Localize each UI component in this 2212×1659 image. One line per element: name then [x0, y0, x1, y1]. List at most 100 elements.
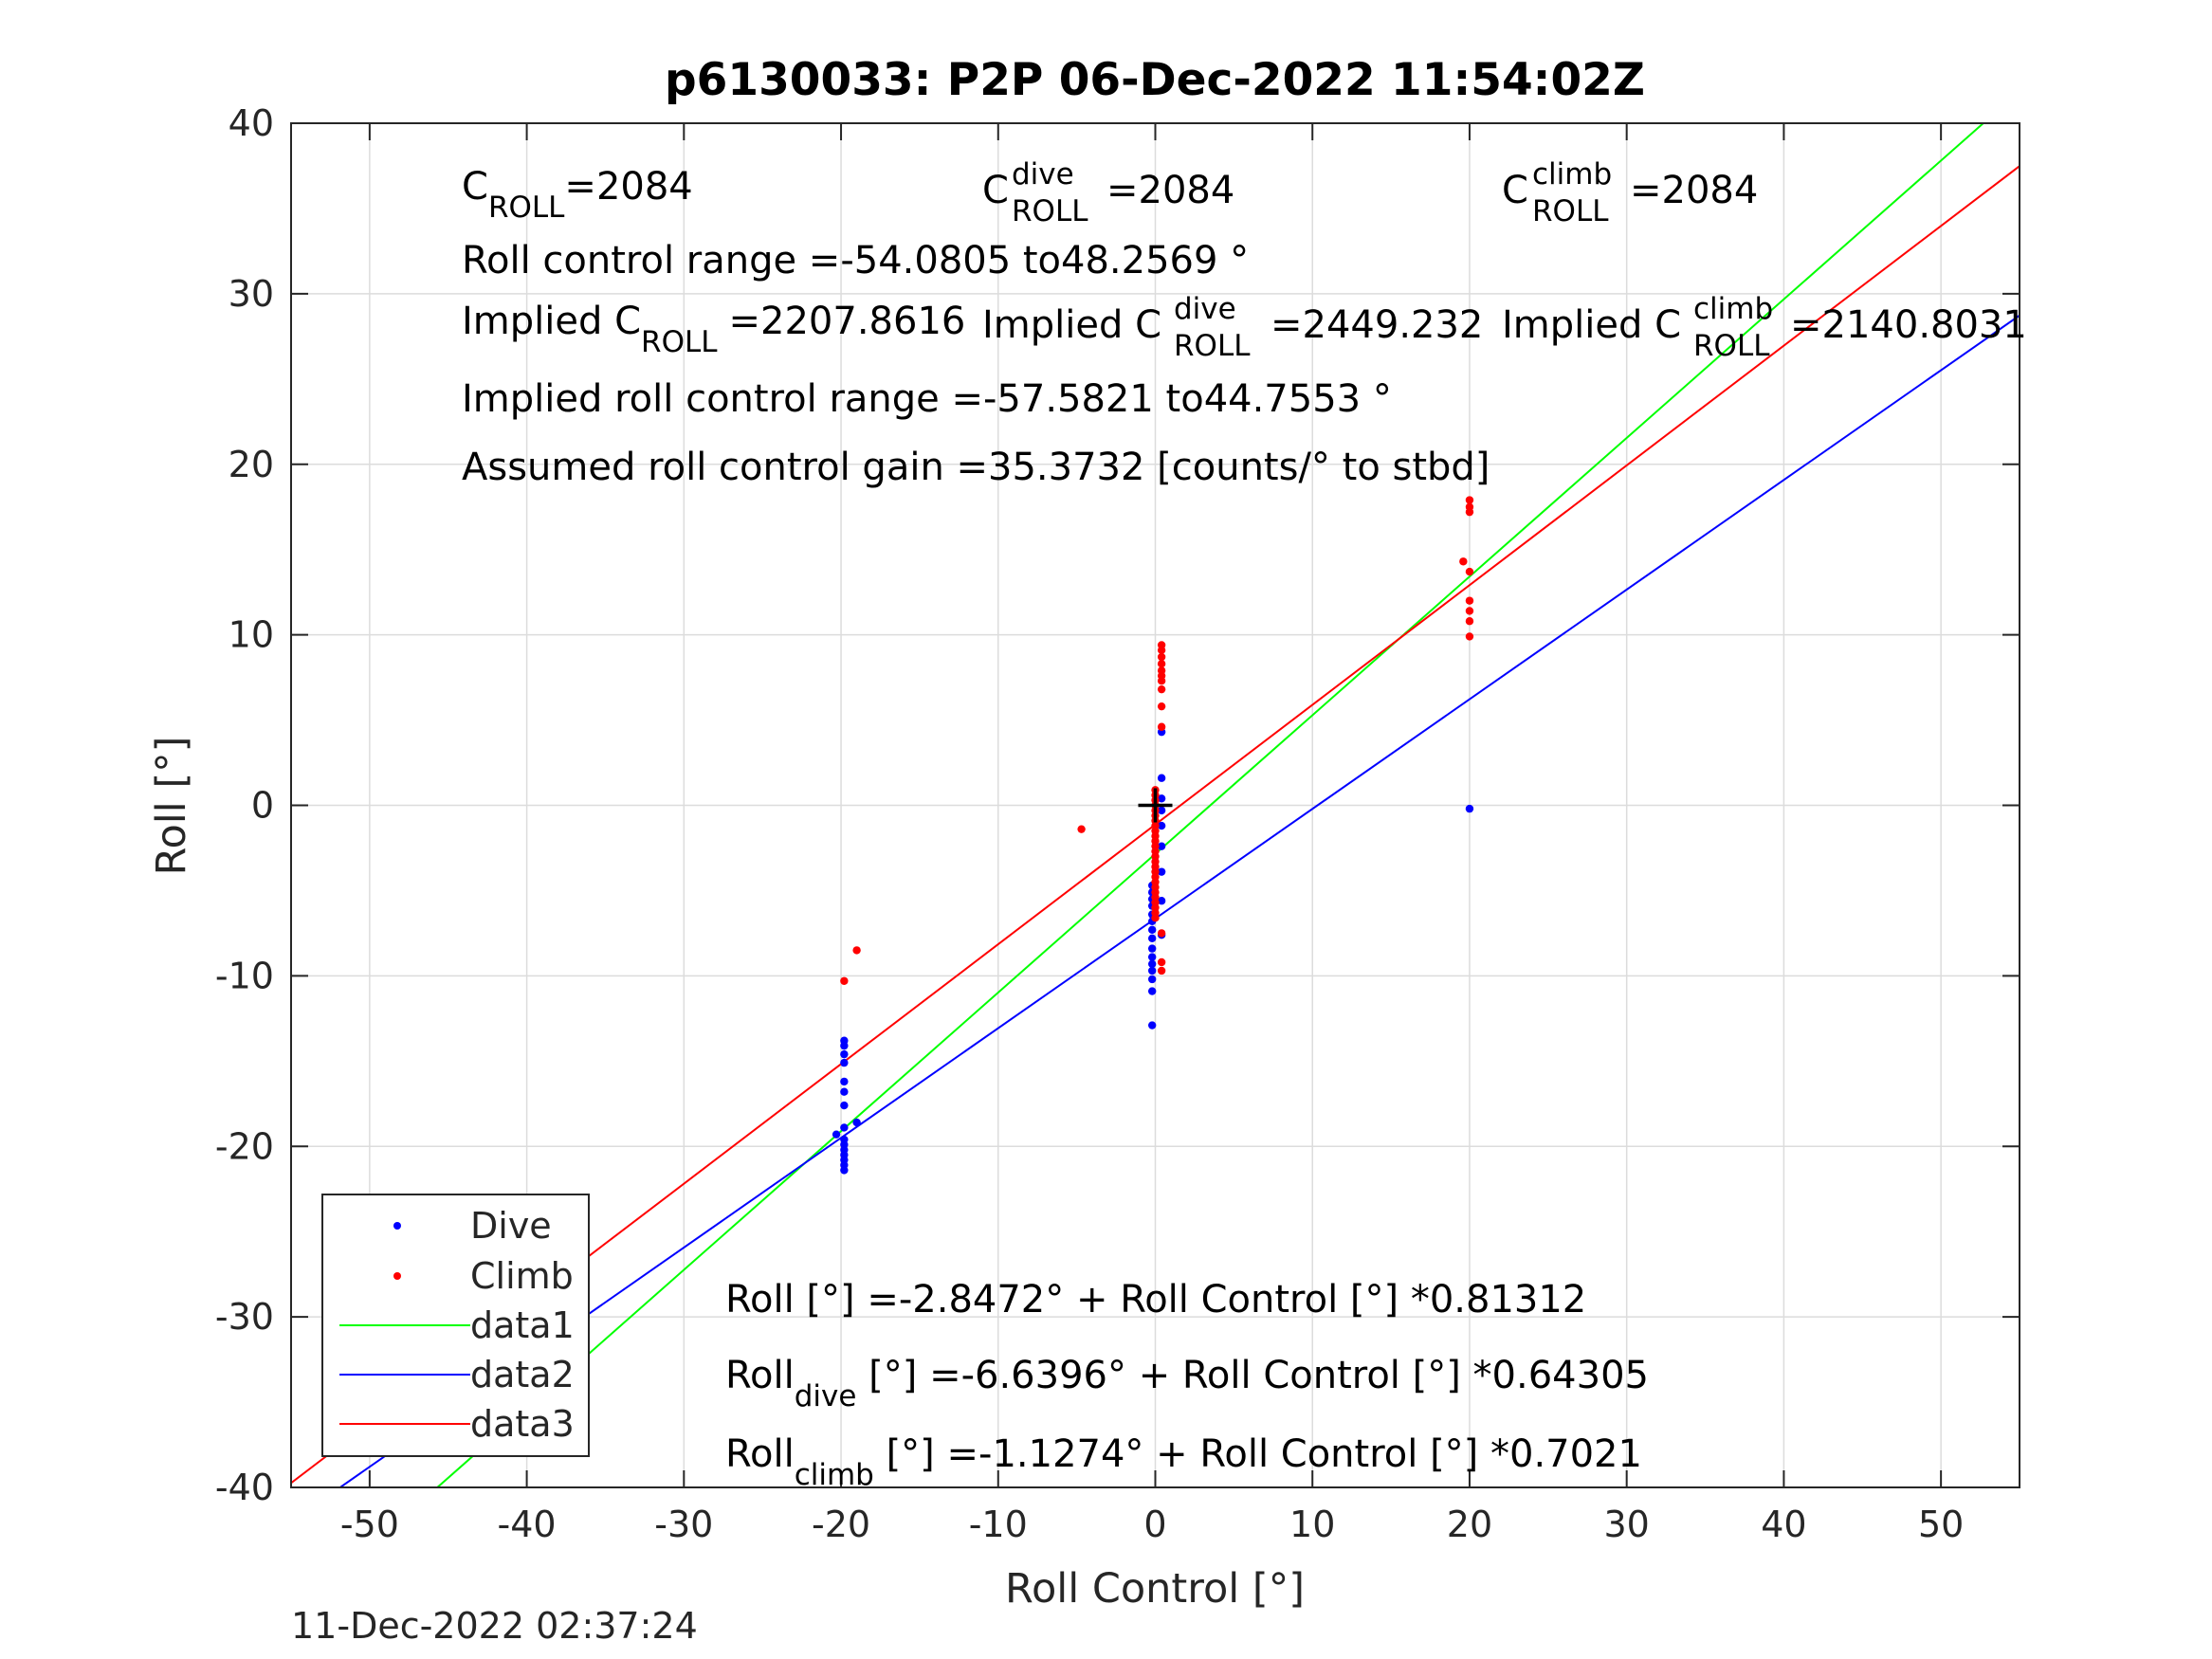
dive-point — [840, 1166, 849, 1175]
y-tick-label: -30 — [215, 1296, 274, 1338]
implied-c-roll-dive-main: Implied C — [982, 303, 1161, 347]
legend-data3-label: data3 — [470, 1403, 575, 1445]
fit-dive-main: Roll — [725, 1354, 795, 1397]
y-tick-label: 40 — [229, 102, 274, 144]
y-tick-label: 30 — [229, 273, 274, 315]
implied-c-roll-climb-sup: climb — [1693, 292, 1773, 326]
timestamp: 11-Dec-2022 02:37:24 — [291, 1605, 698, 1647]
legend-climb-label: Climb — [470, 1255, 574, 1297]
y-tick-label: 0 — [251, 785, 274, 827]
x-tick-label: -20 — [812, 1504, 870, 1545]
dive-point — [1157, 842, 1166, 850]
c-roll-dive-sub: ROLL — [1012, 194, 1088, 228]
y-tick-label: 20 — [229, 444, 274, 485]
chart-title: p6130033: P2P 06-Dec-2022 11:54:02Z — [665, 54, 1645, 106]
implied-c-roll-climb-value: =2140.8031 — [1790, 303, 2027, 347]
tick-marks — [291, 122, 2020, 1488]
climb-point — [1077, 825, 1086, 833]
legend-dive-label: Dive — [470, 1205, 552, 1247]
fit-dive-sub: dive — [795, 1379, 857, 1413]
dive-point — [1157, 806, 1166, 815]
c-roll-climb-value: =2084 — [1630, 169, 1758, 212]
dive-point — [852, 1118, 861, 1127]
climb-point — [840, 976, 849, 985]
climb-point — [1459, 557, 1468, 566]
dive-point — [1147, 953, 1157, 961]
c-roll-dive-main: C — [982, 169, 1009, 212]
implied-c-roll-sub: ROLL — [641, 325, 718, 359]
dive-point — [840, 1101, 849, 1110]
dive-point — [840, 1041, 849, 1050]
dive-point — [840, 1058, 849, 1067]
dive-point — [1157, 897, 1166, 905]
dive-point — [1147, 959, 1157, 968]
climb-point — [1465, 496, 1474, 504]
legend-dive-marker — [393, 1222, 401, 1230]
y-tick-label: -40 — [215, 1467, 274, 1508]
fit-climb-main: Roll — [725, 1432, 795, 1476]
fit-climb-sub: climb — [795, 1458, 874, 1492]
c-roll-climb-sub: ROLL — [1532, 194, 1609, 228]
climb-point — [852, 946, 861, 955]
implied-c-roll-dive-value: =2449.232 — [1271, 303, 1483, 347]
implied-roll-range: Implied roll control range =-57.5821 to4… — [462, 377, 1392, 421]
dive-point — [832, 1130, 841, 1139]
c-roll-sub: ROLL — [488, 191, 565, 225]
annotations: CROLL=2084 C dive ROLL =2084 C climb ROL… — [462, 157, 2027, 1492]
climb-point — [1465, 607, 1474, 615]
climb-point — [1465, 567, 1474, 576]
dive-point — [1147, 966, 1157, 975]
dive-point — [840, 1049, 849, 1059]
x-tick-label: 20 — [1447, 1504, 1492, 1545]
dive-point — [1147, 925, 1157, 935]
x-axis-label: Roll Control [°] — [1005, 1565, 1305, 1613]
y-tick-label: -20 — [215, 1125, 274, 1167]
x-tick-label: -10 — [969, 1504, 1028, 1545]
climb-point — [1157, 966, 1166, 975]
dive-point — [1157, 774, 1166, 782]
fit-climb-equation: Rollclimb [°] =-1.1274° + Roll Control [… — [725, 1432, 1642, 1492]
legend-data2-label: data2 — [470, 1354, 575, 1395]
x-tick-label: -40 — [498, 1504, 557, 1545]
climb-point — [1157, 702, 1166, 711]
x-tick-label: -50 — [340, 1504, 399, 1545]
climb-point — [1157, 676, 1166, 685]
y-tick-labels: -40 -30 -20 -10 0 10 20 30 40 — [215, 102, 274, 1508]
x-tick-label: 10 — [1289, 1504, 1335, 1545]
roll-control-range: Roll control range =-54.0805 to48.2569 ° — [462, 239, 1249, 283]
x-tick-label: 30 — [1604, 1504, 1650, 1545]
climb-point — [1465, 632, 1474, 641]
c-roll-annotation: CROLL=2084 — [462, 165, 693, 225]
c-roll-value: =2084 — [564, 165, 692, 209]
legend-climb-marker — [393, 1272, 401, 1280]
c-roll-dive-value: =2084 — [1106, 169, 1234, 212]
dive-point — [840, 1077, 849, 1086]
x-tick-label: 0 — [1143, 1504, 1166, 1545]
implied-c-roll-dive-sub: ROLL — [1174, 329, 1251, 363]
dive-point — [1147, 987, 1157, 995]
climb-point — [1157, 957, 1166, 967]
x-tick-label: 50 — [1918, 1504, 1964, 1545]
climb-point — [1465, 617, 1474, 626]
y-tick-label: 10 — [229, 614, 274, 656]
fit-dive-equation: Rolldive [°] =-6.6396° + Roll Control [°… — [725, 1354, 1649, 1413]
legend: Dive Climb data1 data2 data3 — [321, 1194, 590, 1457]
fit-all-equation: Roll [°] =-2.8472° + Roll Control [°] *0… — [725, 1278, 1586, 1322]
dive-point — [1147, 1021, 1157, 1030]
dive-point — [1465, 804, 1474, 813]
climb-point — [1157, 660, 1166, 668]
legend-data1-label: data1 — [470, 1304, 575, 1346]
dive-point — [1147, 975, 1157, 984]
y-tick-label: -10 — [215, 955, 274, 996]
c-roll-climb-sup: climb — [1532, 157, 1612, 191]
x-tick-label: -30 — [654, 1504, 713, 1545]
fit-climb-rest: [°] =-1.1274° + Roll Control [°] *0.7021 — [874, 1432, 1642, 1476]
implied-c-roll-climb-main: Implied C — [1502, 303, 1681, 347]
implied-c-roll-dive-sup: dive — [1174, 292, 1236, 326]
dive-point — [1157, 821, 1166, 830]
assumed-roll-gain: Assumed roll control gain =35.3732 [coun… — [462, 446, 1490, 489]
climb-point — [1151, 914, 1160, 922]
climb-point — [1157, 684, 1166, 694]
climb-point — [1465, 507, 1474, 517]
